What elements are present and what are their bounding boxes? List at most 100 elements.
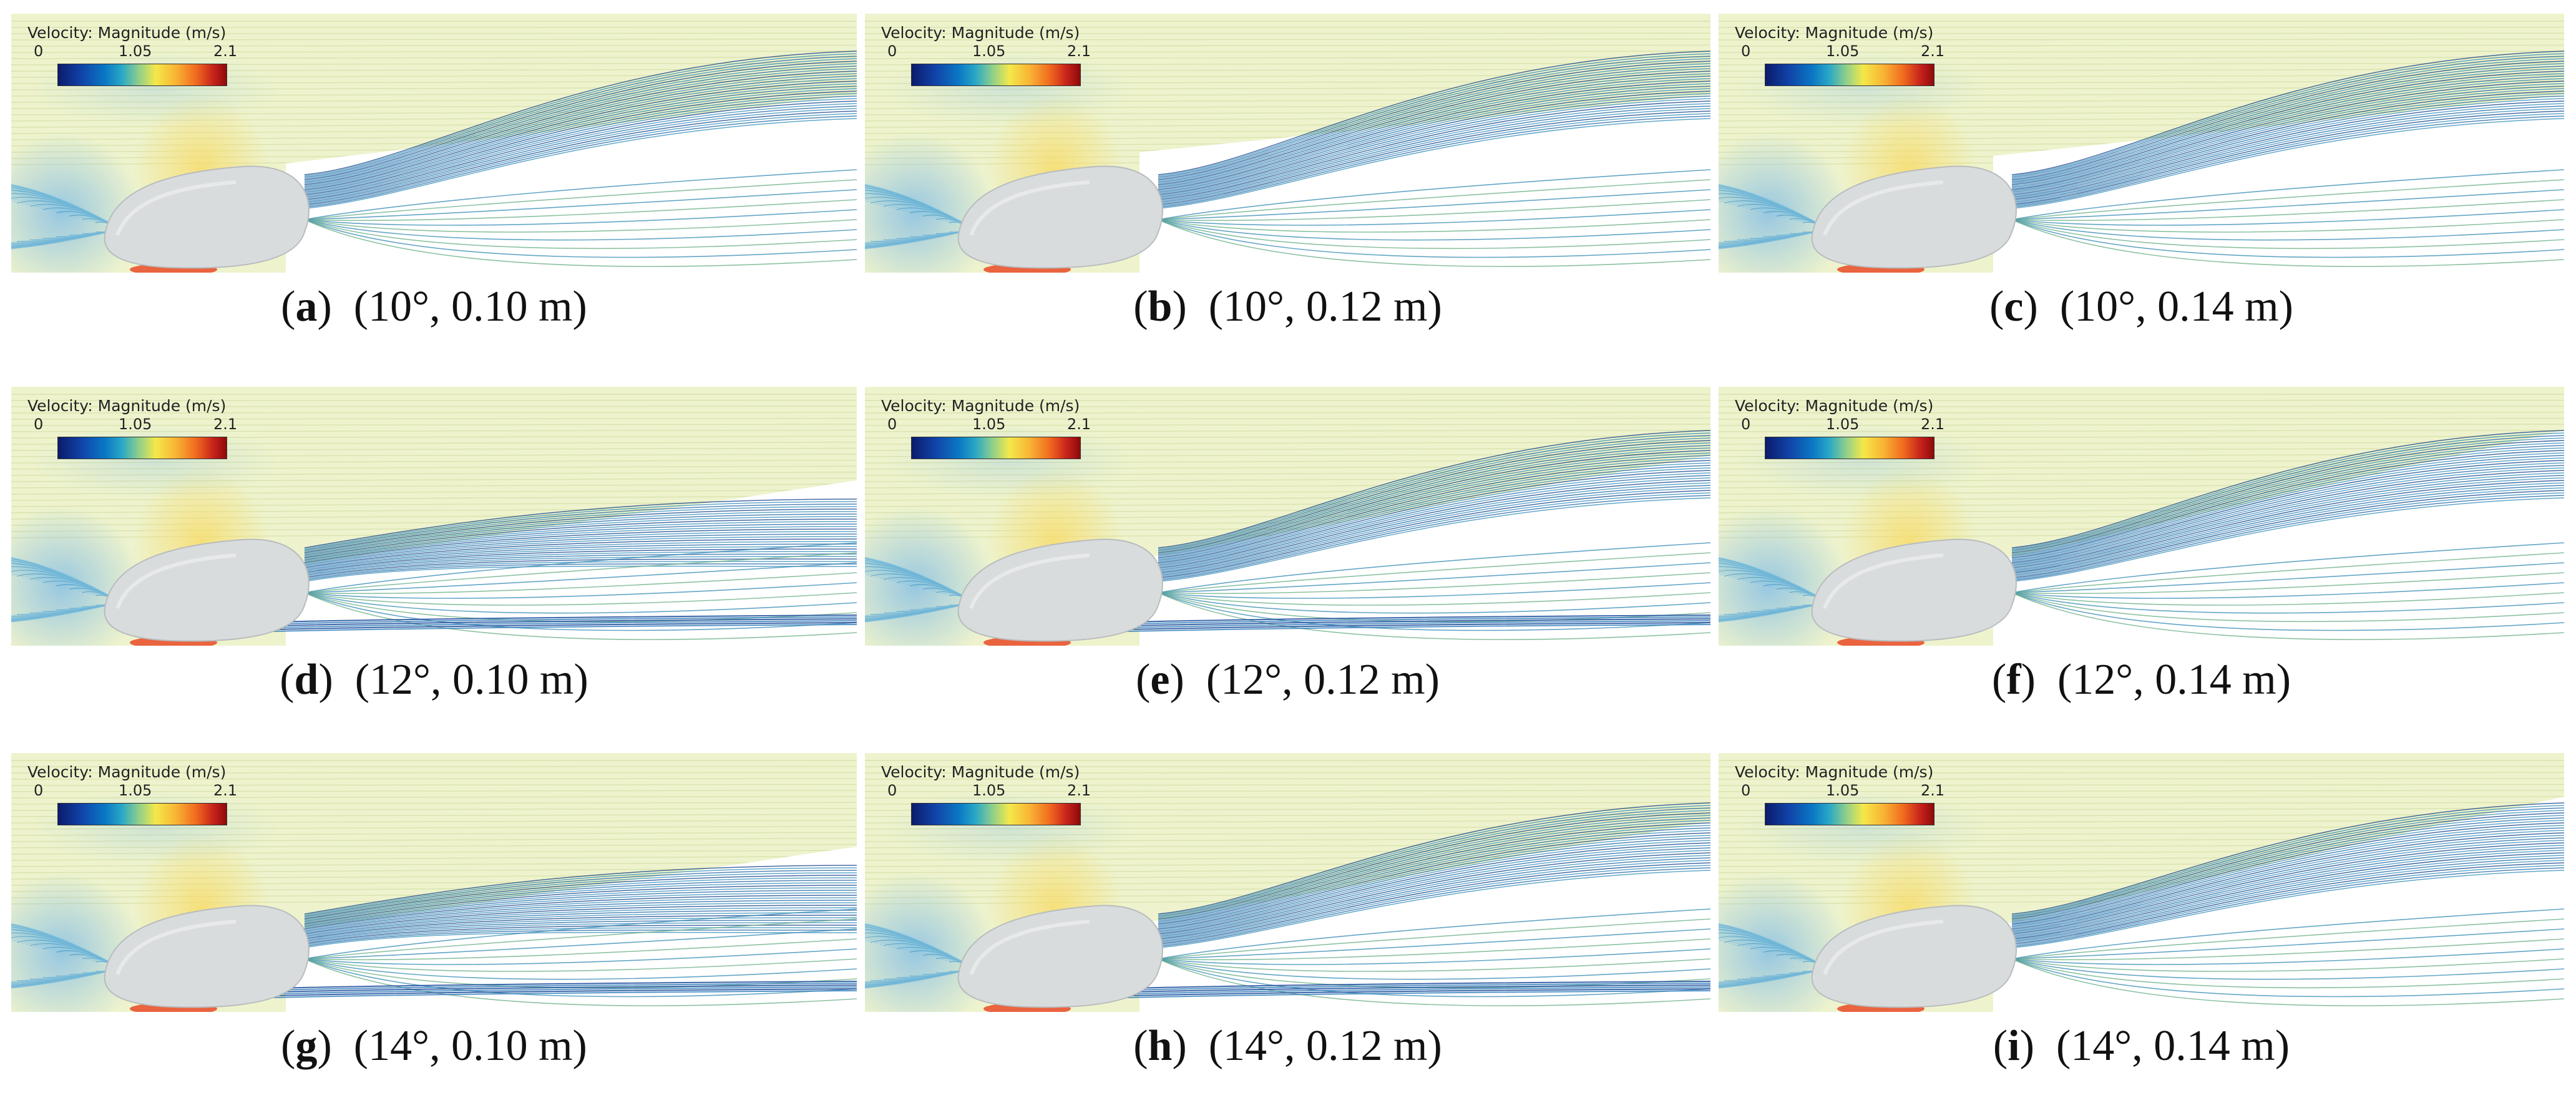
panel-letter: h: [1148, 1022, 1173, 1070]
legend-min: 0: [887, 782, 897, 799]
velocity-legend: Velocity: Magnitude (m/s) 0 1.05 2.1: [24, 24, 237, 86]
panel-caption: (b) (10°, 0.12 m): [1133, 283, 1442, 331]
panel-label: (10°, 0.10 m): [353, 283, 587, 331]
panel-letter: i: [2008, 1022, 2020, 1070]
legend-mid: 1.05: [119, 42, 152, 60]
panel-h: Velocity: Magnitude (m/s) 0 1.05 2.1 (h)…: [865, 753, 1710, 1070]
panel-caption: (a) (10°, 0.10 m): [281, 283, 587, 331]
panel-label: (12°, 0.14 m): [2057, 656, 2291, 704]
colorbar: [911, 437, 1081, 459]
flow-field: [1719, 760, 2564, 1012]
velocity-legend: Velocity: Magnitude (m/s) 0 1.05 2.1: [1731, 763, 1944, 825]
legend-title: Velocity: Magnitude (m/s): [27, 397, 227, 415]
legend-max: 2.1: [1921, 42, 1945, 60]
panel-letter: d: [294, 656, 319, 704]
legend-title: Velocity: Magnitude (m/s): [881, 24, 1080, 42]
legend-mid: 1.05: [119, 415, 152, 433]
legend-mid: 1.05: [972, 415, 1006, 433]
flow-field: [1719, 394, 2564, 646]
legend-mid: 1.05: [119, 782, 152, 799]
panel-caption: (d) (12°, 0.10 m): [280, 656, 588, 704]
panel-f: Velocity: Magnitude (m/s) 0 1.05 2.1 (f)…: [1719, 387, 2564, 704]
streamline-plot: Velocity: Magnitude (m/s) 0 1.05 2.1: [11, 753, 857, 1012]
legend-min: 0: [34, 415, 44, 433]
legend-min: 0: [887, 42, 897, 60]
panel-caption: (i) (14°, 0.14 m): [1993, 1022, 2290, 1070]
streamline-plot: Velocity: Magnitude (m/s) 0 1.05 2.1: [1719, 753, 2564, 1012]
streamline-plot: Velocity: Magnitude (m/s) 0 1.05 2.1: [865, 14, 1710, 273]
legend-max: 2.1: [213, 782, 238, 799]
panel-letter: c: [2004, 283, 2024, 331]
legend-min: 0: [1741, 782, 1751, 799]
panel-d: Velocity: Magnitude (m/s) 0 1.05 2.1 (d)…: [11, 387, 857, 704]
panel-label: (10°, 0.14 m): [2059, 283, 2293, 331]
panel-letter: a: [295, 283, 318, 331]
flow-field: [865, 21, 1710, 273]
flow-field: [11, 21, 857, 273]
colorbar: [1765, 803, 1934, 825]
panel-b: Velocity: Magnitude (m/s) 0 1.05 2.1 (b)…: [865, 14, 1710, 331]
streamline-plot: Velocity: Magnitude (m/s) 0 1.05 2.1: [865, 387, 1710, 646]
panel-label: (10°, 0.12 m): [1208, 283, 1442, 331]
legend-max: 2.1: [213, 415, 238, 433]
legend-max: 2.1: [1921, 782, 1945, 799]
velocity-legend: Velocity: Magnitude (m/s) 0 1.05 2.1: [1731, 397, 1944, 459]
panel-letter: b: [1148, 283, 1173, 331]
legend-title: Velocity: Magnitude (m/s): [881, 397, 1080, 415]
legend-min: 0: [34, 42, 44, 60]
legend-title: Velocity: Magnitude (m/s): [1735, 763, 1934, 781]
legend-max: 2.1: [1067, 782, 1091, 799]
legend-max: 2.1: [1921, 415, 1945, 433]
velocity-legend: Velocity: Magnitude (m/s) 0 1.05 2.1: [877, 397, 1091, 459]
velocity-legend: Velocity: Magnitude (m/s) 0 1.05 2.1: [877, 24, 1091, 86]
legend-title: Velocity: Magnitude (m/s): [27, 24, 227, 42]
colorbar: [1765, 437, 1934, 459]
panel-label: (12°, 0.12 m): [1206, 656, 1440, 704]
velocity-legend: Velocity: Magnitude (m/s) 0 1.05 2.1: [24, 763, 237, 825]
colorbar: [911, 64, 1081, 86]
panel-caption: (e) (12°, 0.12 m): [1136, 656, 1440, 704]
velocity-legend: Velocity: Magnitude (m/s) 0 1.05 2.1: [24, 397, 237, 459]
panel-caption: (h) (14°, 0.12 m): [1133, 1022, 1442, 1070]
legend-min: 0: [1741, 42, 1751, 60]
flow-field: [1719, 21, 2564, 273]
panel-letter: f: [2006, 656, 2021, 704]
velocity-legend: Velocity: Magnitude (m/s) 0 1.05 2.1: [877, 763, 1091, 825]
panel-caption: (f) (12°, 0.14 m): [1992, 656, 2291, 704]
panel-caption: (c) (10°, 0.14 m): [1989, 283, 2293, 331]
legend-max: 2.1: [213, 42, 238, 60]
panel-c: Velocity: Magnitude (m/s) 0 1.05 2.1 (c)…: [1719, 14, 2564, 331]
colorbar: [57, 64, 227, 86]
legend-max: 2.1: [1067, 42, 1091, 60]
streamline-plot: Velocity: Magnitude (m/s) 0 1.05 2.1: [11, 14, 857, 273]
colorbar: [1765, 64, 1934, 86]
flow-field: [865, 760, 1710, 1012]
legend-mid: 1.05: [1826, 415, 1860, 433]
legend-title: Velocity: Magnitude (m/s): [1735, 397, 1934, 415]
panel-caption: (g) (14°, 0.10 m): [281, 1022, 587, 1070]
panel-letter: g: [295, 1022, 318, 1070]
panel-g: Velocity: Magnitude (m/s) 0 1.05 2.1 (g)…: [11, 753, 857, 1070]
legend-min: 0: [34, 782, 44, 799]
streamline-plot: Velocity: Magnitude (m/s) 0 1.05 2.1: [865, 753, 1710, 1012]
velocity-legend: Velocity: Magnitude (m/s) 0 1.05 2.1: [1731, 24, 1944, 86]
streamline-plot: Velocity: Magnitude (m/s) 0 1.05 2.1: [1719, 14, 2564, 273]
panel-a: Velocity: Magnitude (m/s) 0 1.05 2.1 (a)…: [11, 14, 857, 331]
panel-letter: e: [1150, 656, 1170, 704]
legend-mid: 1.05: [972, 42, 1006, 60]
colorbar: [911, 803, 1081, 825]
streamline-plot: Velocity: Magnitude (m/s) 0 1.05 2.1: [1719, 387, 2564, 646]
legend-max: 2.1: [1067, 415, 1091, 433]
panel-label: (12°, 0.10 m): [354, 656, 588, 704]
legend-mid: 1.05: [1826, 42, 1860, 60]
panel-label: (14°, 0.10 m): [353, 1022, 587, 1070]
panel-label: (14°, 0.14 m): [2056, 1022, 2290, 1070]
legend-mid: 1.05: [972, 782, 1006, 799]
legend-min: 0: [1741, 415, 1751, 433]
legend-title: Velocity: Magnitude (m/s): [27, 763, 227, 781]
streamline-plot: Velocity: Magnitude (m/s) 0 1.05 2.1: [11, 387, 857, 646]
legend-mid: 1.05: [1826, 782, 1860, 799]
legend-title: Velocity: Magnitude (m/s): [881, 763, 1080, 781]
legend-min: 0: [887, 415, 897, 433]
colorbar: [57, 437, 227, 459]
